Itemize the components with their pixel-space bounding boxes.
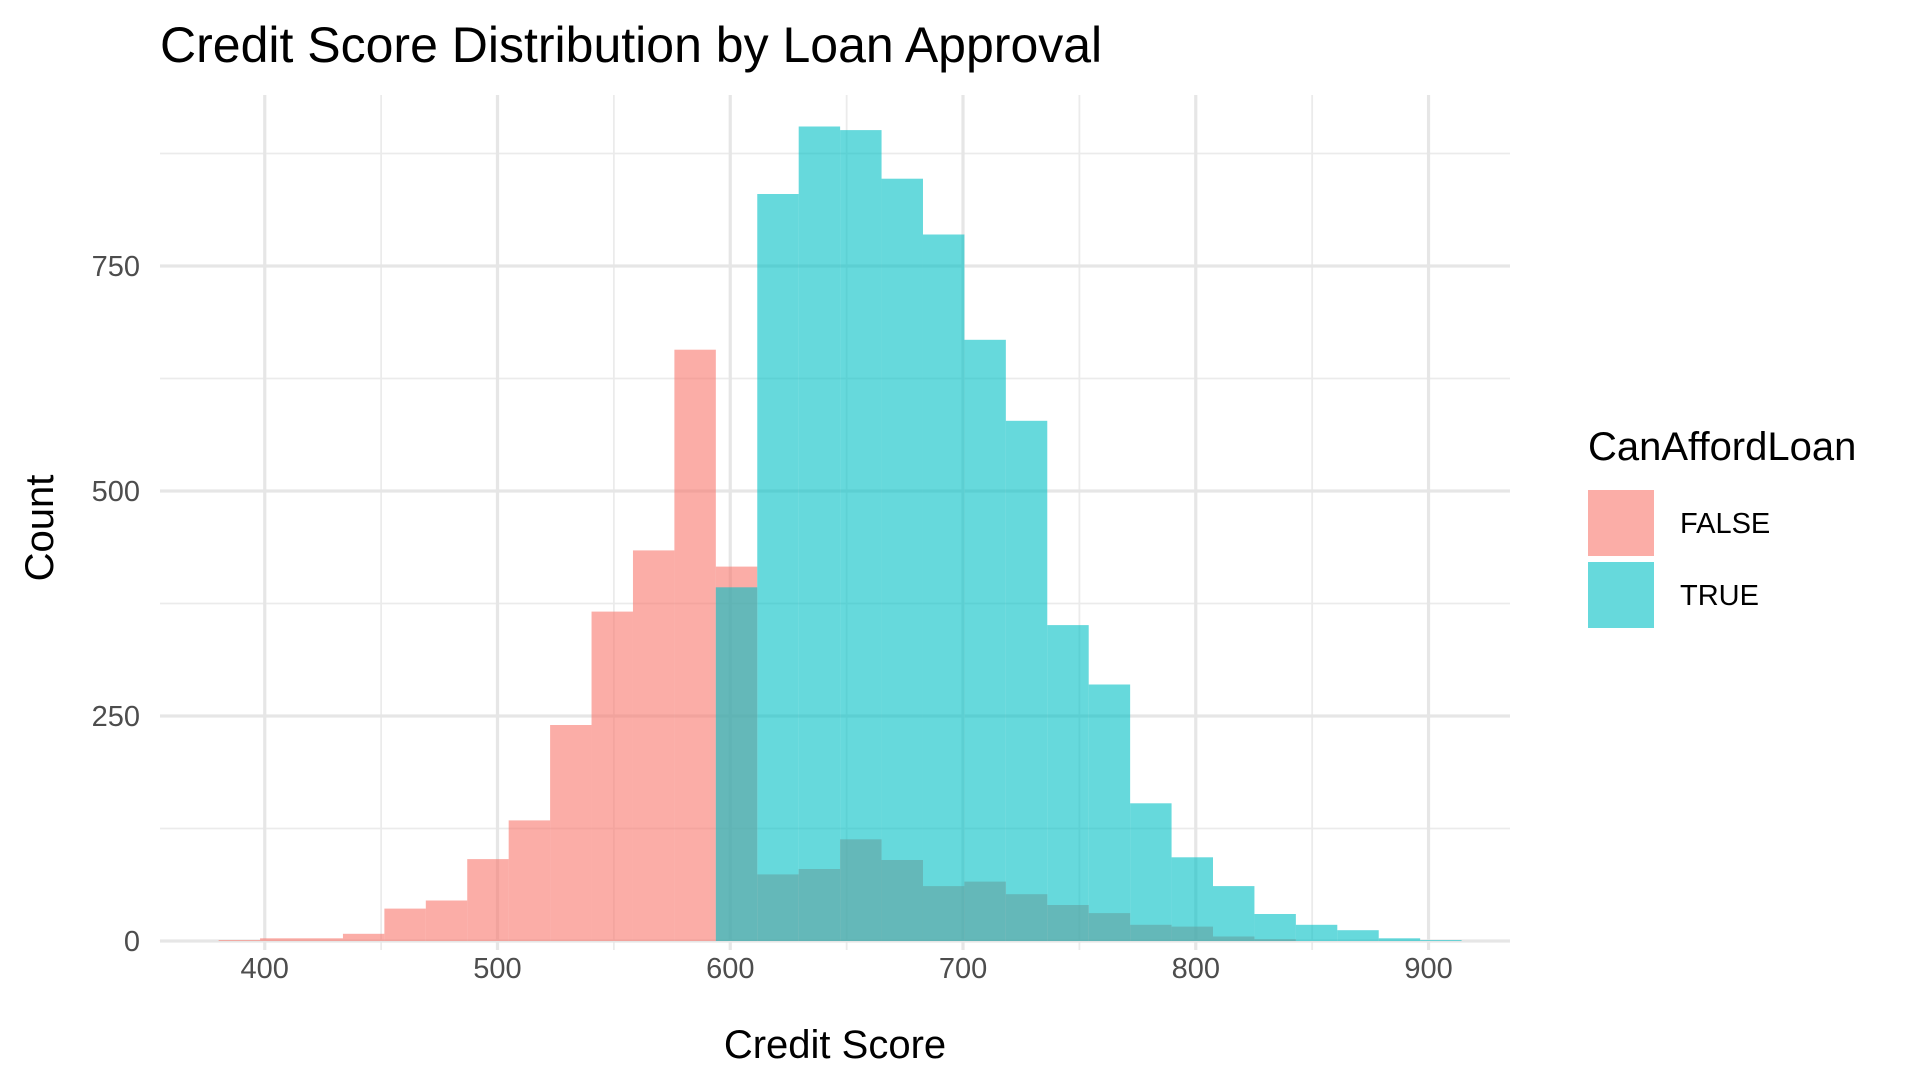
x-tick-label: 800	[1172, 953, 1220, 985]
bar-false	[591, 611, 633, 941]
histogram-bars	[218, 126, 1462, 942]
bar-false	[674, 349, 716, 941]
bar-false	[301, 938, 343, 941]
y-tick-label: 750	[92, 251, 140, 283]
legend-label-true: TRUE	[1680, 580, 1759, 612]
x-tick-label: 700	[939, 953, 987, 985]
x-tick-label: 600	[706, 953, 754, 985]
bar-false	[218, 940, 261, 941]
bar-true	[1295, 924, 1338, 941]
bar-true	[1088, 684, 1131, 941]
x-tick-label: 400	[241, 953, 289, 985]
bar-true	[1171, 857, 1213, 941]
bar-true	[1254, 914, 1296, 941]
bar-false	[384, 908, 426, 941]
x-tick-label: 900	[1404, 953, 1452, 985]
y-tick-label: 0	[124, 926, 140, 958]
legend-label-false: FALSE	[1680, 508, 1770, 540]
bar-true	[1005, 420, 1048, 941]
legend-swatch-false	[1588, 490, 1654, 556]
y-axis-title: Count	[18, 475, 62, 582]
bar-true	[1213, 886, 1255, 941]
x-tick-label: 500	[473, 953, 521, 985]
bar-false	[260, 938, 302, 941]
bar-true	[881, 178, 923, 941]
x-axis-title: Credit Score	[724, 1023, 946, 1067]
y-tick-label: 250	[92, 701, 140, 733]
bar-false	[425, 900, 468, 941]
bar-true	[1337, 930, 1379, 941]
bar-true	[964, 339, 1006, 941]
bar-false	[342, 933, 385, 941]
bar-true	[1130, 803, 1172, 941]
y-tick-label: 500	[92, 476, 140, 508]
series-true	[715, 126, 1462, 942]
bar-false	[467, 859, 509, 941]
bar-true	[922, 234, 965, 941]
bar-true	[840, 130, 882, 942]
bar-true	[757, 194, 799, 941]
chart-title: Credit Score Distribution by Loan Approv…	[160, 17, 1102, 73]
bar-true	[1378, 938, 1421, 941]
bar-false	[550, 725, 592, 941]
y-axis-ticks: 0 250 500 750	[92, 251, 140, 958]
bar-false	[632, 550, 675, 941]
x-axis-ticks: 400 500 600 700 800 900	[241, 953, 1453, 985]
bar-true	[715, 587, 758, 941]
bar-true	[798, 126, 841, 941]
bar-true	[1420, 940, 1462, 941]
bar-true	[1047, 625, 1089, 941]
legend-swatch-true	[1588, 562, 1654, 628]
bar-false	[508, 820, 551, 941]
legend: CanAffordLoan FALSE TRUE	[1588, 425, 1856, 628]
legend-title: CanAffordLoan	[1588, 425, 1856, 469]
